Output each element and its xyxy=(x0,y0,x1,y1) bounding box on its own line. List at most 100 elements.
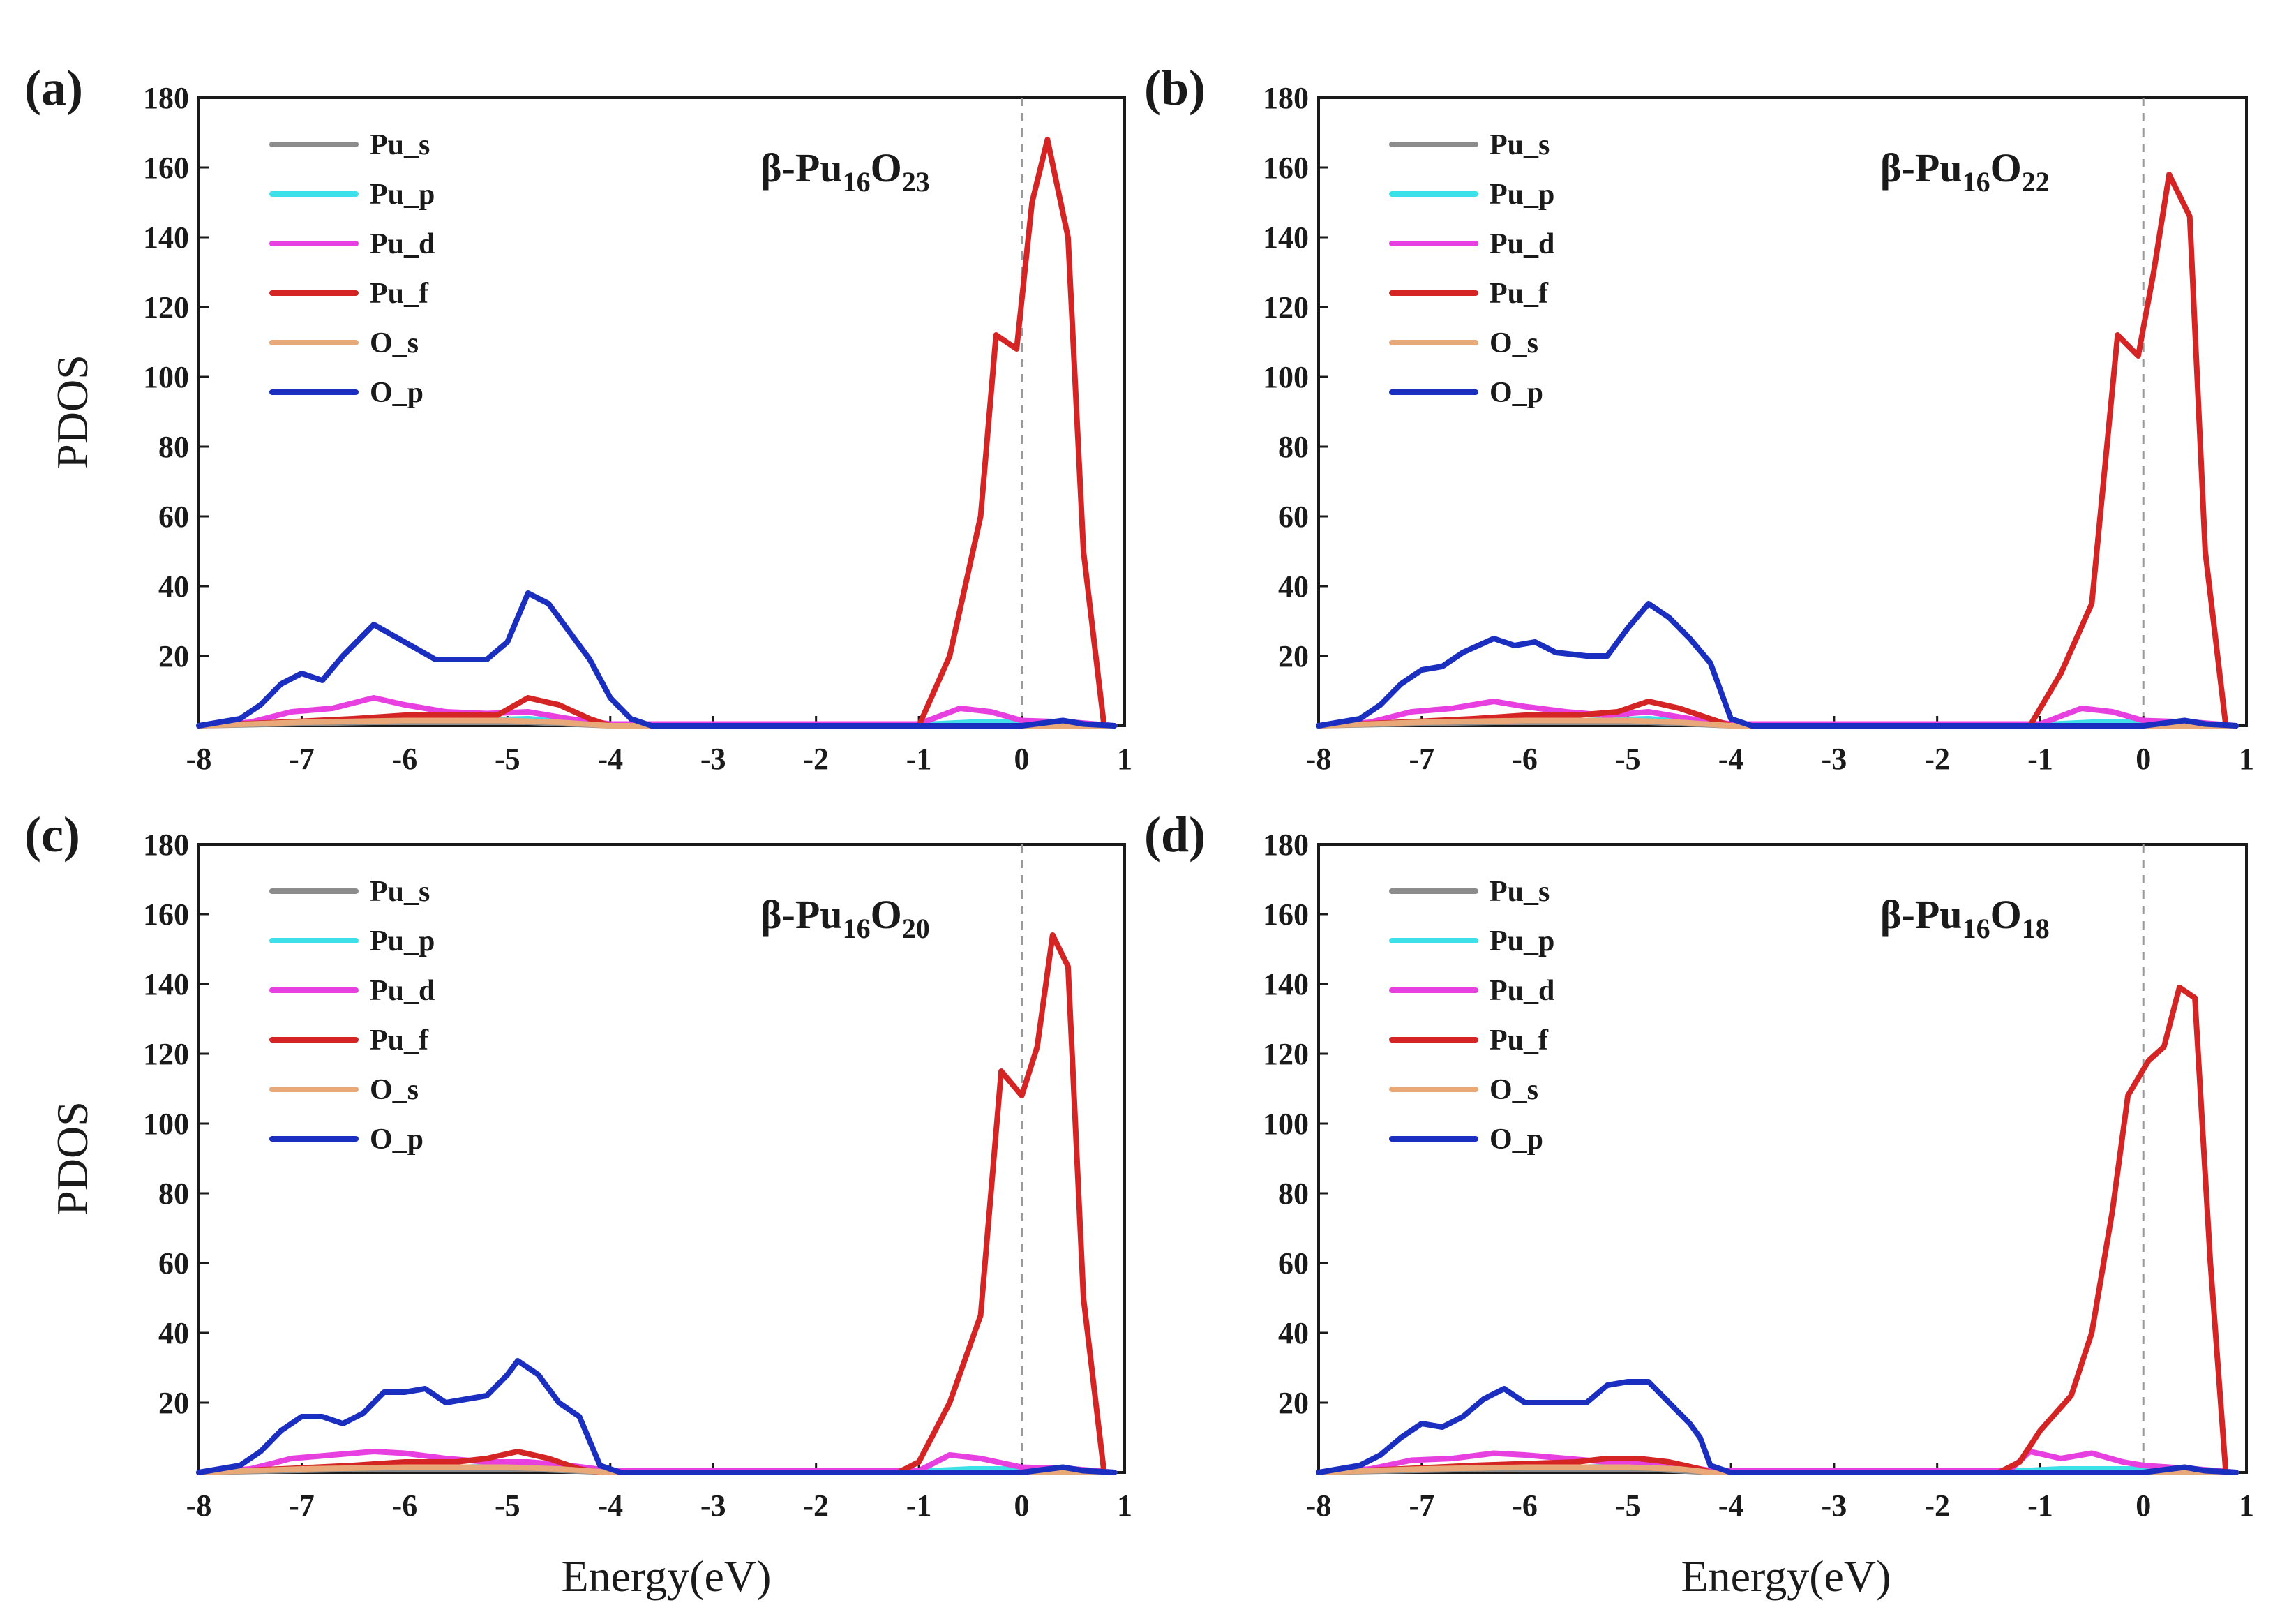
x-tick-label: -7 xyxy=(289,742,315,776)
y-tick-label: 100 xyxy=(143,1107,189,1141)
series-line-o-p xyxy=(1316,1379,2239,1475)
legend-label: Pu_p xyxy=(370,925,435,957)
compound-label: β-Pu16O23 xyxy=(760,145,930,197)
y-tick-label: 40 xyxy=(158,1316,189,1350)
panel-label: (b) xyxy=(1144,60,1206,116)
y-tick-label: 80 xyxy=(158,1177,189,1211)
x-tick-label: -4 xyxy=(597,1488,623,1523)
y-tick-label: 40 xyxy=(1278,1316,1309,1350)
panel-label: (c) xyxy=(24,807,80,863)
y-tick-label: 140 xyxy=(143,221,189,255)
x-tick-label: -6 xyxy=(392,742,418,776)
x-tick-label: -2 xyxy=(803,742,829,776)
y-tick-label: 60 xyxy=(1278,1246,1309,1281)
x-tick-label: -1 xyxy=(906,1488,932,1523)
legend-label: Pu_d xyxy=(370,228,435,260)
x-tick-label: -1 xyxy=(906,742,932,776)
series-line-pu-f xyxy=(196,932,1107,1475)
x-tick-label: -6 xyxy=(392,1488,418,1523)
series-line-pu-d xyxy=(1316,699,2239,729)
legend-label: Pu_p xyxy=(1490,925,1554,957)
y-tick-label: 120 xyxy=(1263,1037,1309,1071)
legend-label: O_p xyxy=(1490,1124,1543,1156)
legend-label: O_s xyxy=(1490,327,1538,359)
x-tick-label: -5 xyxy=(1615,742,1641,776)
legend-label: Pu_p xyxy=(370,179,435,211)
y-tick-label: 140 xyxy=(1263,967,1309,1001)
y-tick-label: 60 xyxy=(1278,500,1309,534)
legend-label: Pu_d xyxy=(1490,975,1554,1007)
panel-c: -8 -7 -6 -5 -4 -3 -2 -1 0 12040608010012014016018… xyxy=(24,807,1132,1523)
y-tick-label: 40 xyxy=(1278,569,1309,604)
legend-label: O_s xyxy=(370,1074,419,1106)
x-tick-label: -3 xyxy=(700,742,726,776)
series-line-pu-f xyxy=(1316,985,2229,1475)
x-axis-title-left: Energy(eV) xyxy=(562,1551,772,1601)
x-tick-label: -8 xyxy=(1306,1488,1332,1523)
x-tick-label: 0 xyxy=(2136,1488,2151,1523)
y-tick-label: 80 xyxy=(1278,1177,1309,1211)
legend-label: Pu_s xyxy=(370,129,430,161)
legend-label: O_p xyxy=(370,377,423,409)
compound-label: β-Pu16O18 xyxy=(1880,892,2050,944)
x-tick-label: -5 xyxy=(495,1488,520,1523)
x-tick-label: 1 xyxy=(1117,1488,1132,1523)
legend-label: O_p xyxy=(370,1124,423,1156)
y-tick-label: 60 xyxy=(158,1246,189,1281)
y-tick-label: 180 xyxy=(1263,81,1309,115)
y-tick-label: 180 xyxy=(143,81,189,115)
y-tick-label: 180 xyxy=(1263,828,1309,862)
x-tick-label: -1 xyxy=(2027,1488,2053,1523)
x-axis-title-right: Energy(eV) xyxy=(1681,1551,1891,1601)
legend-label: Pu_f xyxy=(370,1024,429,1057)
y-axis-title-top: PDOS xyxy=(47,355,97,469)
legend: Pu_s Pu_p Pu_d Pu_f O_s O_p xyxy=(1389,129,1554,409)
panel-label: (a) xyxy=(24,60,83,116)
series-line-o-s xyxy=(196,1464,1118,1475)
legend-label: Pu_f xyxy=(1490,278,1549,310)
legend-label: Pu_f xyxy=(370,278,429,310)
x-tick-label: -3 xyxy=(1822,742,1847,776)
y-tick-label: 20 xyxy=(1278,1386,1309,1420)
series-line-pu-d xyxy=(196,1449,1118,1475)
series-line-o-s xyxy=(1316,717,2239,729)
legend-label: O_p xyxy=(1490,377,1543,409)
x-tick-label: -4 xyxy=(1718,1488,1744,1523)
x-tick-label: 1 xyxy=(2239,742,2254,776)
y-tick-label: 20 xyxy=(158,639,189,673)
x-tick-label: -6 xyxy=(1512,1488,1538,1523)
x-tick-label: 1 xyxy=(2239,1488,2254,1523)
y-tick-label: 20 xyxy=(158,1386,189,1420)
x-tick-label: 0 xyxy=(1014,1488,1030,1523)
y-axis-title-bottom: PDOS xyxy=(47,1101,97,1216)
legend: Pu_s Pu_p Pu_d Pu_f O_s O_p xyxy=(269,876,435,1156)
legend-label: O_s xyxy=(370,327,419,359)
panel-label: (d) xyxy=(1144,807,1206,863)
x-tick-label: -7 xyxy=(1409,1488,1434,1523)
y-tick-label: 160 xyxy=(1263,897,1309,932)
y-tick-label: 60 xyxy=(158,500,189,534)
x-tick-label: -7 xyxy=(289,1488,315,1523)
x-tick-label: -1 xyxy=(2027,742,2053,776)
panels-group: -8 -7 -6 -5 -4 -3 -2 -1 0 12040608010012014016018… xyxy=(24,60,2254,1523)
x-tick-label: 0 xyxy=(2136,742,2151,776)
y-tick-label: 100 xyxy=(143,360,189,394)
x-tick-label: -2 xyxy=(1924,742,1950,776)
y-tick-label: 100 xyxy=(1263,1107,1309,1141)
x-tick-label: -8 xyxy=(1306,742,1332,776)
legend-label: O_s xyxy=(1490,1074,1538,1106)
legend-label: Pu_f xyxy=(1490,1024,1549,1057)
x-tick-label: 0 xyxy=(1014,742,1030,776)
legend-label: Pu_s xyxy=(370,876,430,908)
x-tick-label: -3 xyxy=(1822,1488,1847,1523)
x-tick-label: -5 xyxy=(495,742,520,776)
y-tick-label: 120 xyxy=(1263,290,1309,324)
y-tick-label: 120 xyxy=(143,290,189,324)
compound-label: β-Pu16O22 xyxy=(1880,145,2050,197)
series-line-o-s xyxy=(1316,1464,2239,1475)
x-tick-label: -5 xyxy=(1615,1488,1641,1523)
legend-label: Pu_p xyxy=(1490,179,1554,211)
legend-label: Pu_d xyxy=(370,975,435,1007)
y-tick-label: 140 xyxy=(1263,221,1309,255)
